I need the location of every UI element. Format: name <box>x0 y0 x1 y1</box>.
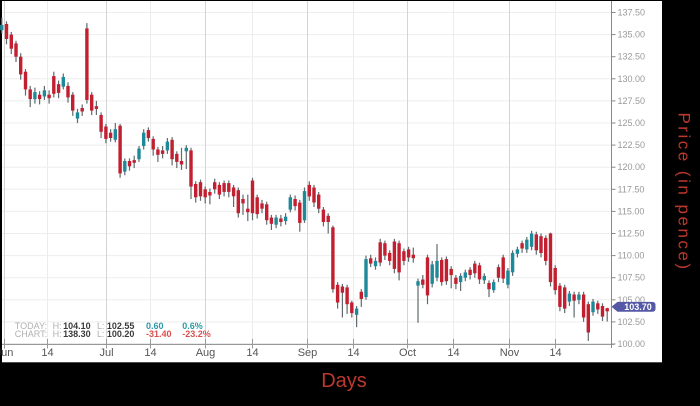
svg-text:14: 14 <box>144 347 156 359</box>
svg-text:122.50: 122.50 <box>618 140 646 150</box>
svg-text:103.70: 103.70 <box>624 302 652 312</box>
svg-text:14: 14 <box>41 347 53 359</box>
svg-text:132.50: 132.50 <box>618 52 646 62</box>
svg-text:Price (in pence): Price (in pence) <box>675 112 694 271</box>
svg-text:102.50: 102.50 <box>618 317 646 327</box>
svg-text:127.50: 127.50 <box>618 96 646 106</box>
svg-text:Jul: Jul <box>99 347 113 359</box>
svg-text:112.50: 112.50 <box>618 229 645 239</box>
svg-text:130.00: 130.00 <box>618 74 646 84</box>
svg-text:120.00: 120.00 <box>618 162 646 172</box>
svg-text:Nov: Nov <box>500 347 520 359</box>
svg-text:115.00: 115.00 <box>618 206 645 216</box>
svg-text:14: 14 <box>347 347 359 359</box>
svg-text:117.50: 117.50 <box>618 184 645 194</box>
svg-text:14: 14 <box>246 347 258 359</box>
svg-text:CHART:H:138.30L:100.20-31.40-2: CHART: H: 138.30 L: 100.20 -31.40 -23.2% <box>15 329 211 339</box>
svg-text:105.00: 105.00 <box>618 295 646 305</box>
svg-text:135.00: 135.00 <box>618 30 646 40</box>
svg-text:Days: Days <box>321 370 367 392</box>
svg-text:137.50: 137.50 <box>618 8 646 18</box>
svg-text:14: 14 <box>447 347 459 359</box>
svg-text:TODAY:H:104.10L:102.550.600.6%: TODAY: H: 104.10 L: 102.55 0.60 0.6% <box>15 321 203 331</box>
svg-text:110.00: 110.00 <box>618 251 645 261</box>
svg-text:Jun: Jun <box>0 347 13 359</box>
svg-text:Sep: Sep <box>298 347 318 359</box>
svg-text:107.50: 107.50 <box>618 273 646 283</box>
svg-text:125.00: 125.00 <box>618 118 646 128</box>
svg-text:100.00: 100.00 <box>618 339 646 349</box>
svg-text:14: 14 <box>549 347 561 359</box>
svg-text:Oct: Oct <box>399 347 416 359</box>
svg-text:Aug: Aug <box>196 347 216 359</box>
